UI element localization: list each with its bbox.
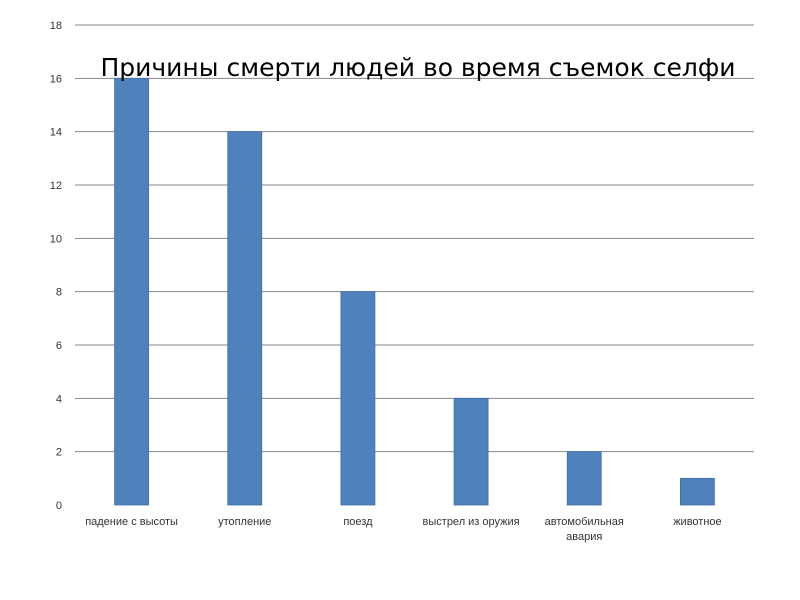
chart-title: Причины смерти людей во время съемок сел… — [101, 53, 736, 82]
y-tick-label: 8 — [56, 287, 62, 299]
x-category-label-line: авария — [566, 531, 602, 543]
bars — [114, 77, 715, 506]
y-tick-label: 12 — [50, 180, 62, 192]
y-axis-ticks: 0 2 4 6 8 10 12 14 16 18 — [50, 20, 62, 512]
x-category-label: утопление — [218, 516, 271, 528]
x-category-label: поезд — [343, 516, 373, 528]
bar — [114, 77, 149, 506]
x-category-label-line: поезд — [343, 516, 373, 528]
x-category-label: животное — [673, 516, 721, 528]
x-category-label-line: утопление — [218, 516, 271, 528]
y-tick-label: 2 — [56, 447, 62, 459]
x-category-label-line: падение с высоты — [85, 516, 178, 528]
bar — [453, 397, 489, 506]
y-tick-label: 4 — [56, 393, 62, 405]
y-tick-label: 16 — [50, 73, 62, 85]
x-axis-labels: падение с высоты утопление поезд выстрел из… — [85, 516, 721, 543]
y-tick-label: 6 — [56, 340, 62, 352]
bar — [680, 477, 715, 506]
x-category-label: выстрел из оружия — [423, 516, 520, 528]
x-category-label: автомобильная авария — [545, 516, 624, 543]
y-tick-label: 18 — [50, 20, 62, 32]
x-category-label: падение с высоты — [85, 516, 178, 528]
x-category-label-line: автомобильная — [545, 516, 624, 528]
bar — [227, 131, 263, 506]
bar — [566, 451, 602, 506]
gridlines — [75, 24, 754, 453]
x-category-label-line: животное — [673, 516, 721, 528]
bar — [340, 291, 376, 506]
x-category-label-line: выстрел из оружия — [423, 516, 520, 528]
y-tick-label: 10 — [50, 233, 62, 245]
y-tick-label: 14 — [50, 127, 62, 139]
y-tick-label: 0 — [56, 500, 62, 512]
